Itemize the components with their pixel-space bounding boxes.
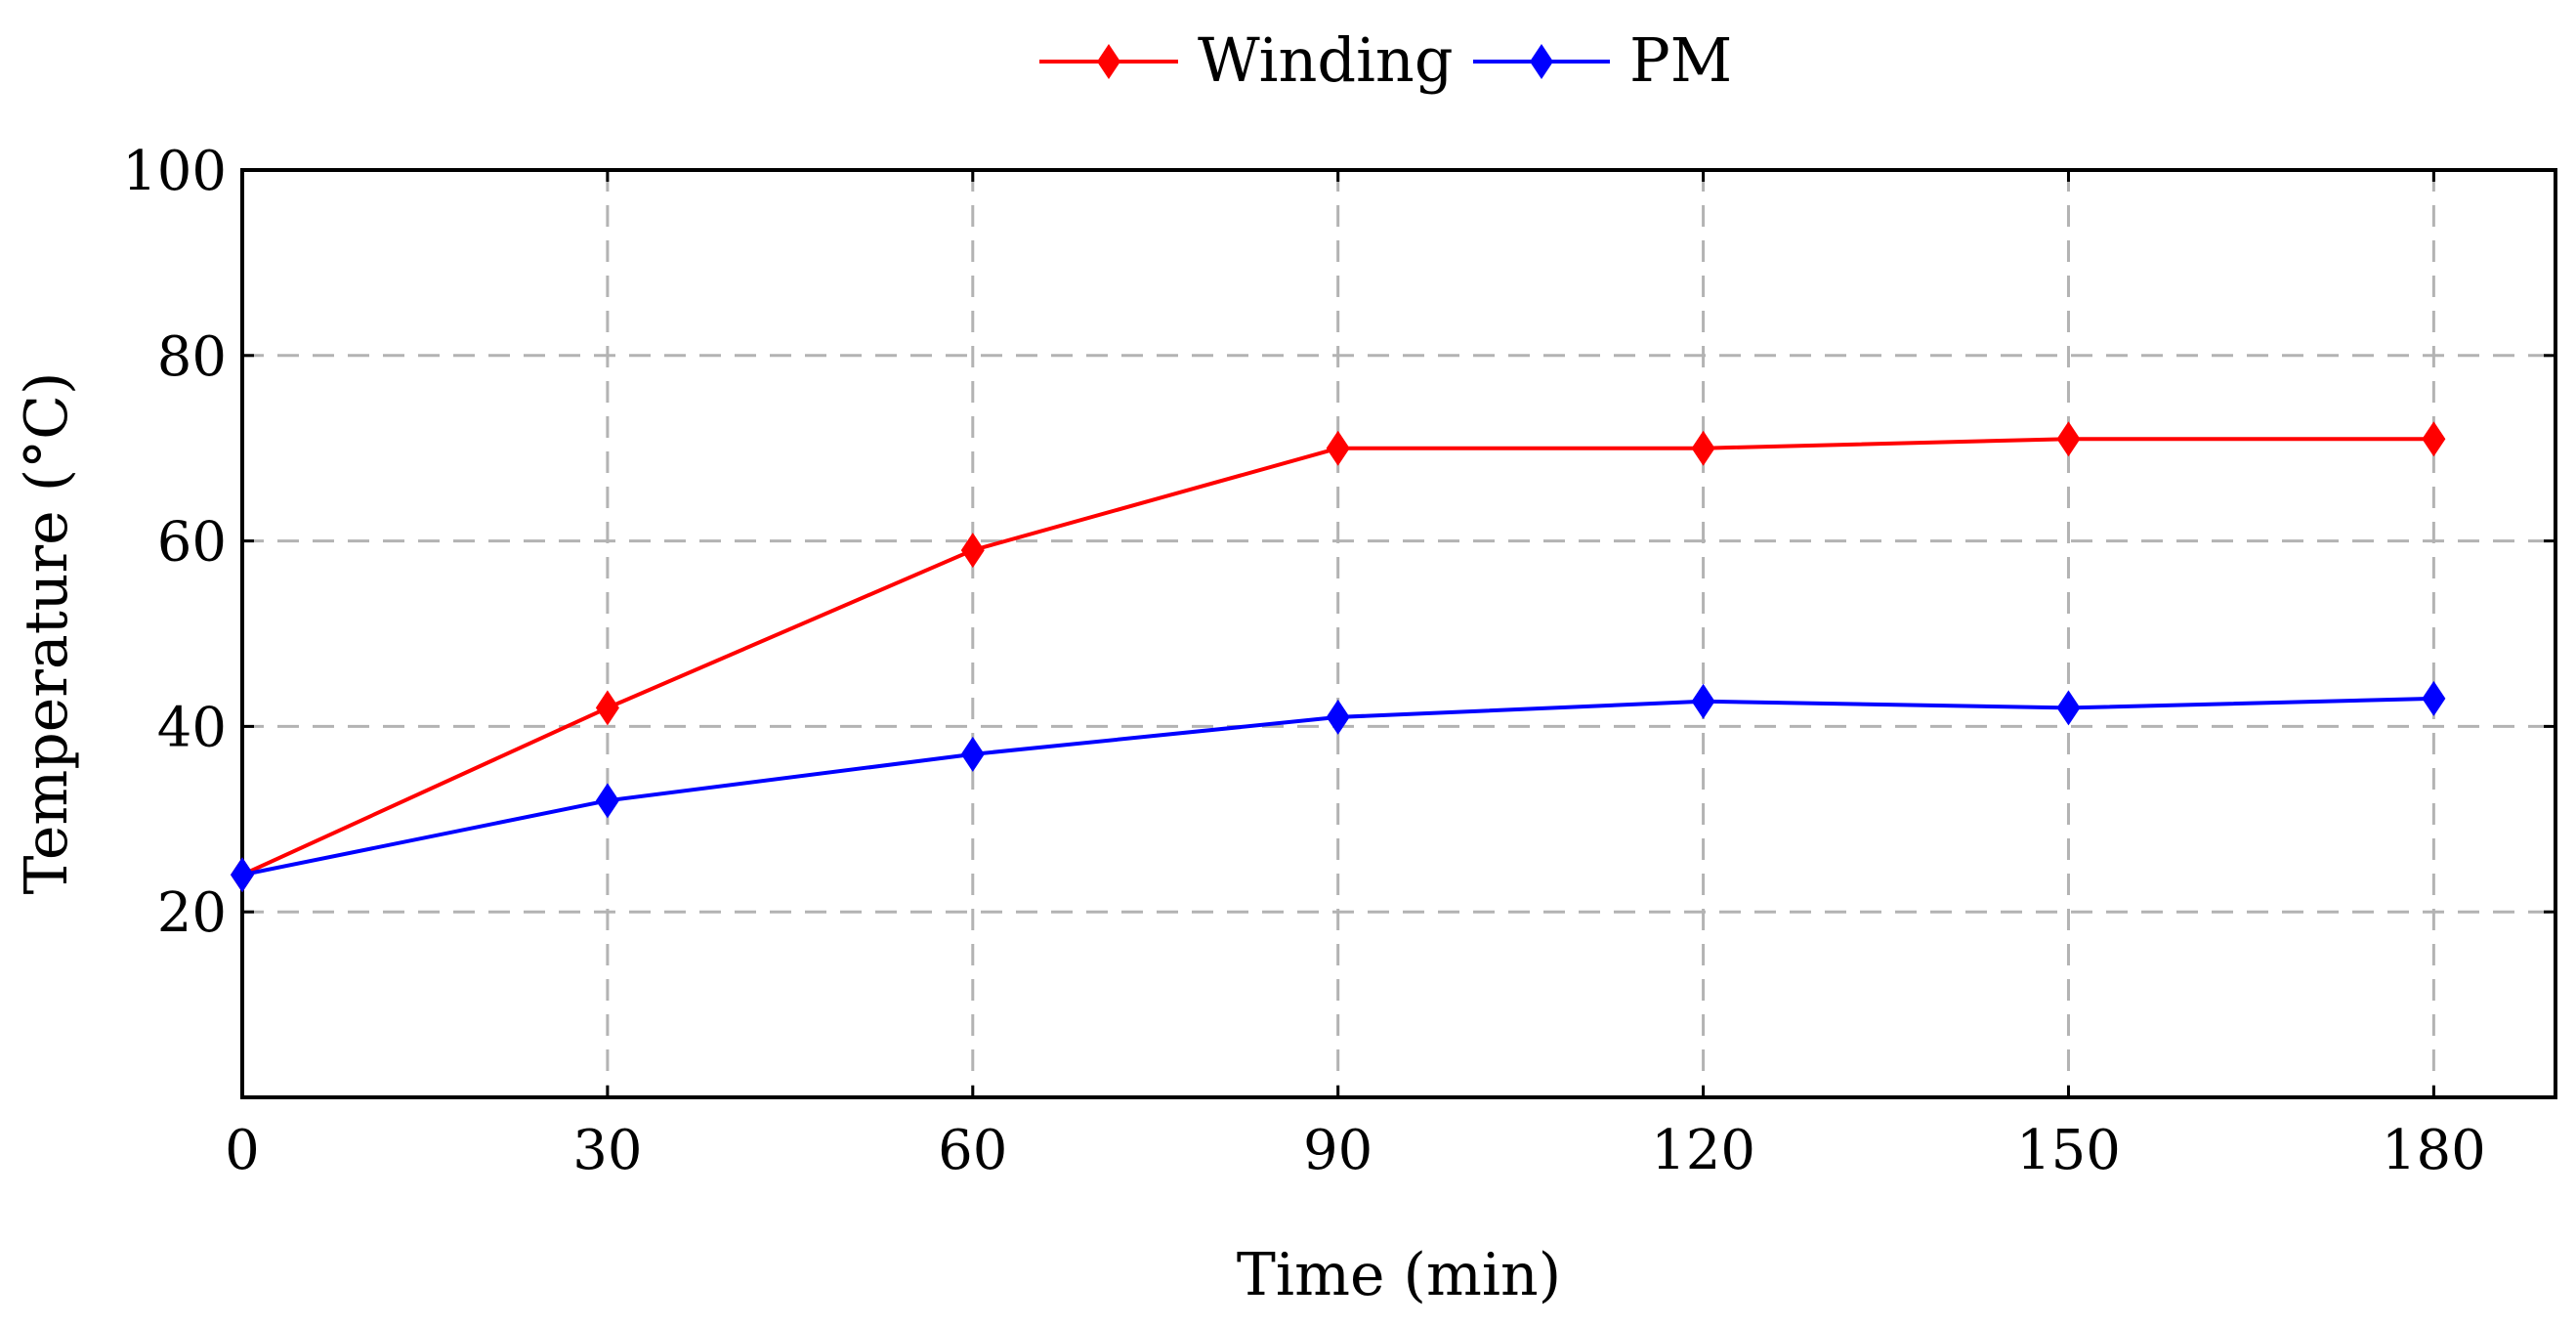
data-point-pm [960, 736, 985, 772]
legend-marker-winding [1097, 44, 1120, 79]
data-point-pm [1326, 699, 1350, 735]
data-point-winding [595, 690, 619, 726]
grid-lines [242, 170, 2555, 1097]
y-tick-label: 60 [157, 511, 227, 575]
data-point-pm [231, 857, 254, 893]
data-point-winding [1326, 430, 1350, 466]
data-point-winding [960, 533, 985, 569]
data-point-winding [1691, 430, 1715, 466]
data-point-winding [2056, 421, 2081, 457]
x-tick-label: 0 [225, 1119, 260, 1182]
data-point-pm [595, 783, 619, 819]
legend: Winding PM [1039, 24, 1732, 96]
y-tick-label: 20 [157, 881, 227, 945]
x-axis-title: Time (min) [1237, 1241, 1561, 1309]
x-tick-label: 30 [572, 1119, 642, 1182]
axis-ticks [240, 168, 2555, 1097]
y-tick-label: 40 [157, 696, 227, 759]
x-tick-label: 90 [1303, 1119, 1372, 1182]
legend-label-winding: Winding [1198, 24, 1454, 96]
legend-label-pm: PM [1629, 24, 1732, 96]
legend-marker-pm [1530, 44, 1553, 79]
data-point-pm [1691, 683, 1715, 719]
series-markers [231, 421, 2446, 893]
x-tick-label: 60 [938, 1119, 1007, 1182]
y-tick-label: 100 [122, 140, 227, 203]
data-point-winding [2422, 421, 2446, 457]
y-axis-title: Temperature (°C) [13, 372, 81, 895]
x-tick-label: 120 [1651, 1119, 1755, 1182]
x-tick-label: 150 [2016, 1119, 2121, 1182]
x-tick-label: 180 [2382, 1119, 2486, 1182]
data-point-pm [2056, 690, 2081, 726]
data-point-pm [2422, 680, 2446, 716]
y-tick-label: 80 [157, 325, 227, 389]
plot-area-frame [240, 168, 2557, 1099]
